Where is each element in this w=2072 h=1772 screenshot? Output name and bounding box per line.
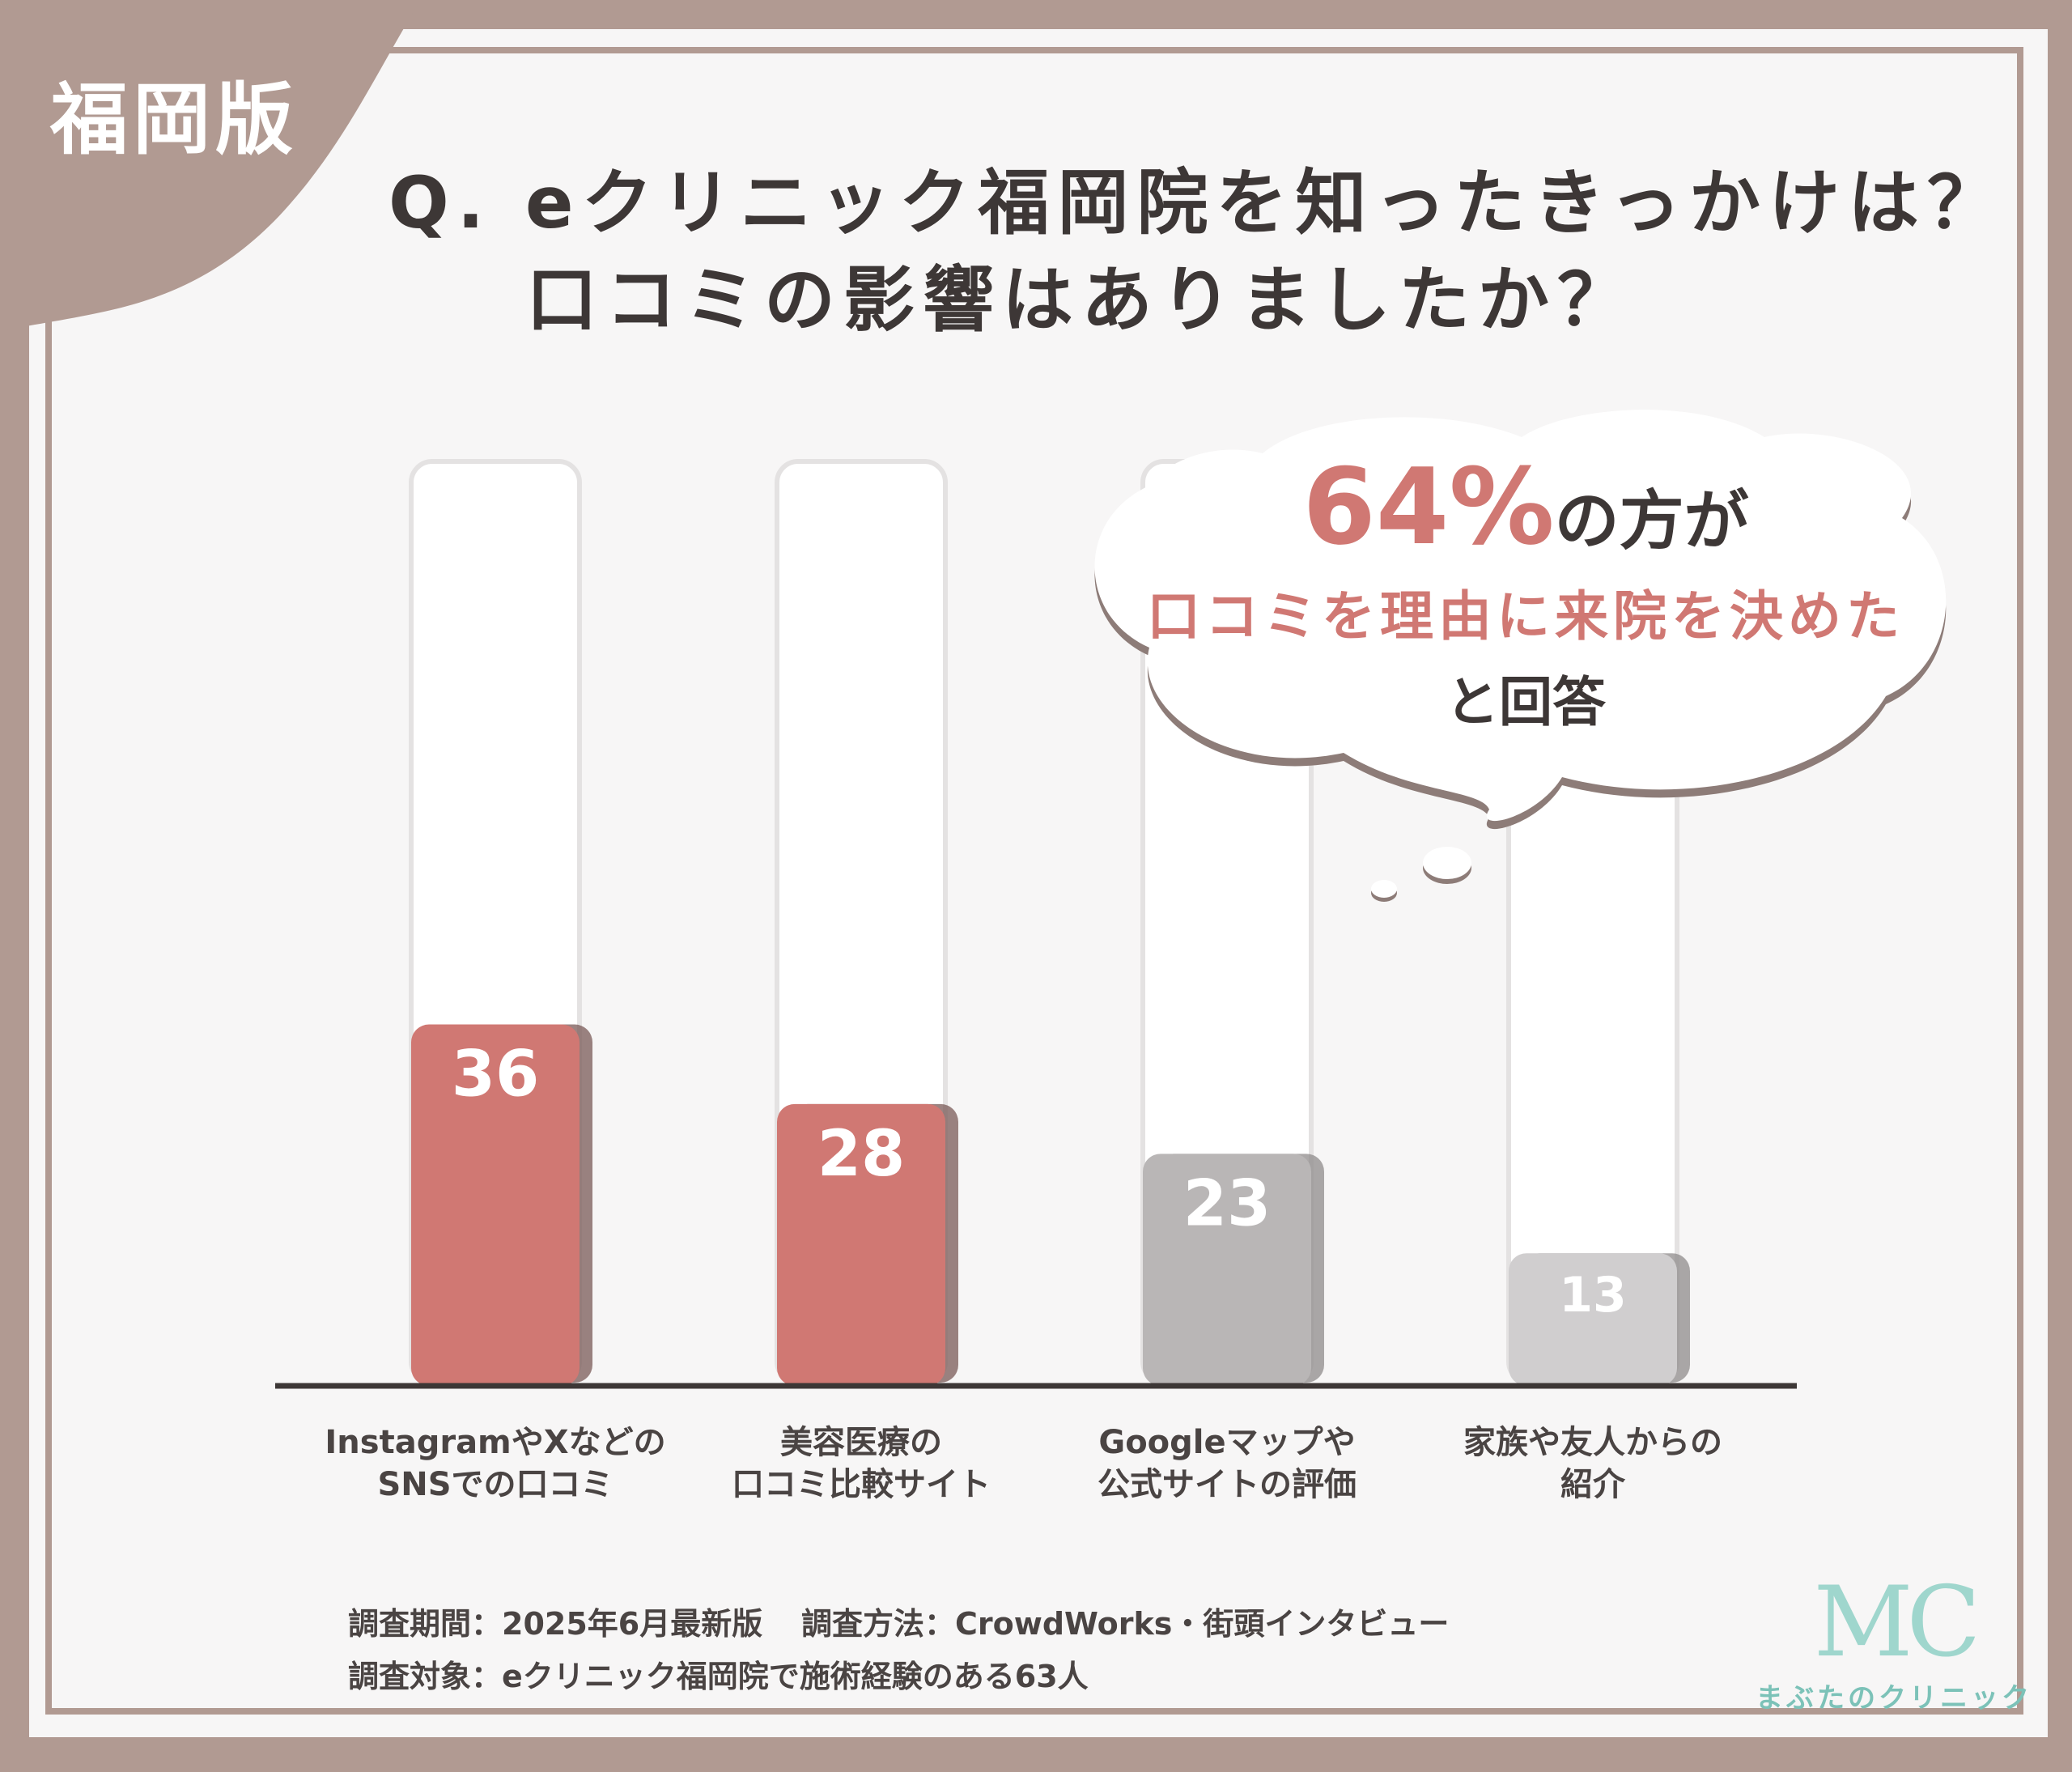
bar-value-label: 13: [1559, 1267, 1627, 1324]
category-label: 紹介: [1560, 1466, 1626, 1503]
bar-value-label: 23: [1183, 1167, 1272, 1240]
category-label: Googleマップや: [1098, 1424, 1355, 1461]
corner-decoration: [0, 0, 421, 332]
question-line-2: 口コミの影響はありましたか？: [526, 258, 1637, 342]
bar-1: [411, 1024, 580, 1386]
bars: 36 28 23 13: [411, 1024, 1690, 1386]
bar-value-label: 28: [817, 1118, 906, 1191]
survey-period: 調査期間：2025年6月最新版: [348, 1606, 763, 1642]
clinic-logo: MC まぶたのクリニック: [1740, 1570, 2048, 1749]
category-label: 口コミ比較サイト: [732, 1466, 991, 1503]
logo-mark: MC: [1813, 1566, 1981, 1679]
bar-3: [1143, 1154, 1311, 1386]
inner-frame: [45, 47, 2023, 1715]
bar-value-label: 36: [452, 1039, 540, 1111]
region-label: 福岡版: [50, 74, 298, 165]
bar-2: [777, 1103, 945, 1386]
callout-highlight: 口コミを理由に来院を決めた: [1147, 585, 1904, 648]
survey-method: 調査方法：CrowdWorks・街頭インタビュー: [801, 1606, 1450, 1642]
bar-4: [1509, 1253, 1677, 1386]
callout-percent-suffix: の方が: [1554, 483, 1749, 559]
logo-text: まぶたのクリニック: [1756, 1682, 2032, 1715]
category-label: 公式サイトの評価: [1098, 1466, 1357, 1503]
callout-text: 64%の方が 口コミを理由に来院を決めた と回答: [1101, 445, 1951, 737]
category-label: 家族や友人からの: [1463, 1424, 1722, 1461]
callout-answer: と回答: [1446, 671, 1606, 733]
category-label: SNSでの口コミ: [377, 1466, 613, 1503]
survey-target: 調査対象：eクリニック福岡院で施術経験のある63人: [348, 1659, 1089, 1694]
category-label: 美容医療の: [780, 1424, 942, 1461]
category-label: InstagramやXなどの: [325, 1424, 665, 1461]
callout-percent: 64%: [1302, 445, 1555, 568]
page-background: [29, 29, 2048, 1737]
question-line-1: Q. eクリニック福岡院を知ったきっかけは？: [388, 161, 2007, 244]
